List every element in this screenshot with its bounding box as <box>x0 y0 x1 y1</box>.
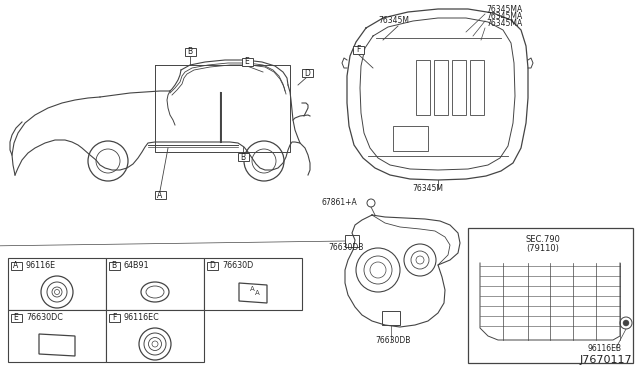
Text: (79110): (79110) <box>527 244 559 253</box>
Bar <box>416 60 430 115</box>
Text: A: A <box>157 190 163 199</box>
Text: E: E <box>13 314 19 323</box>
Bar <box>393 126 428 151</box>
Bar <box>301 69 312 77</box>
Text: 96116EC: 96116EC <box>124 314 160 323</box>
Bar <box>207 262 218 270</box>
Bar <box>241 58 253 66</box>
Text: F: F <box>356 45 360 55</box>
Text: 76630DB: 76630DB <box>375 336 410 345</box>
Bar <box>434 60 448 115</box>
Text: J7670117: J7670117 <box>579 355 632 365</box>
Text: 76345MA: 76345MA <box>486 19 522 28</box>
Text: 76345M: 76345M <box>378 16 409 25</box>
Text: A: A <box>13 262 19 270</box>
Bar <box>109 262 120 270</box>
Text: 96116E: 96116E <box>26 262 56 270</box>
Bar <box>382 311 400 325</box>
Text: A: A <box>250 286 255 292</box>
Bar <box>106 258 204 310</box>
Bar <box>452 60 466 115</box>
Text: 64B91: 64B91 <box>124 262 150 270</box>
Text: 67861+A: 67861+A <box>322 198 358 207</box>
Text: D: D <box>304 68 310 77</box>
Bar <box>184 48 195 56</box>
Text: D: D <box>209 262 215 270</box>
Bar <box>154 191 166 199</box>
Bar <box>468 228 633 363</box>
Text: 76630DC: 76630DC <box>26 314 63 323</box>
Bar <box>106 310 204 362</box>
Bar <box>353 46 364 54</box>
Text: 96116EB: 96116EB <box>588 344 622 353</box>
Bar <box>10 314 22 322</box>
Bar <box>8 310 106 362</box>
Text: E: E <box>244 58 250 67</box>
Text: SEC.790: SEC.790 <box>525 235 561 244</box>
Bar <box>8 258 106 310</box>
Bar <box>470 60 484 115</box>
Circle shape <box>623 320 629 326</box>
Text: B: B <box>111 262 116 270</box>
Text: 76345MA: 76345MA <box>486 12 522 21</box>
Text: 76345MA: 76345MA <box>486 5 522 14</box>
Text: F: F <box>112 314 116 323</box>
Bar <box>237 153 248 161</box>
Text: B: B <box>241 153 246 161</box>
Bar <box>204 258 302 310</box>
Bar <box>109 314 120 322</box>
Bar <box>345 235 359 247</box>
Text: B: B <box>188 48 193 57</box>
Text: 76630DB: 76630DB <box>328 243 364 252</box>
Text: 76630D: 76630D <box>222 262 253 270</box>
Text: 76345M: 76345M <box>413 184 444 193</box>
Bar <box>10 262 22 270</box>
Text: A: A <box>255 290 260 296</box>
